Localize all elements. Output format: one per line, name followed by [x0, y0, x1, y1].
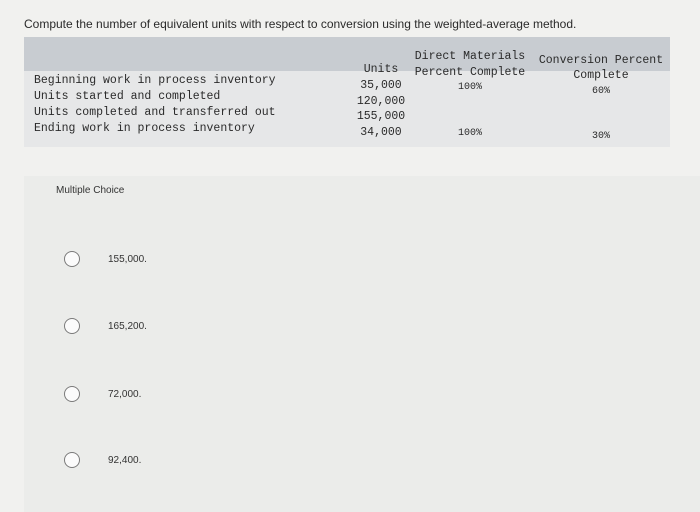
row-label-beginning-wip: Beginning work in process inventory	[34, 74, 276, 87]
multiple-choice-panel: Multiple Choice 155,000. 165,200. 72,000…	[24, 176, 700, 512]
header-direct-materials-1: Direct Materials	[414, 50, 526, 63]
option-b[interactable]: 165,200.	[64, 314, 147, 338]
header-conversion-1: Conversion Percent	[538, 54, 664, 67]
units-completed-transferred: 155,000	[356, 110, 406, 123]
dm-beginning-wip: 100%	[457, 82, 482, 93]
units-beginning-wip: 35,000	[360, 79, 402, 92]
radio-button-b[interactable]	[64, 318, 80, 334]
question-text: Compute the number of equivalent units w…	[24, 17, 577, 31]
option-a-label: 155,000.	[108, 253, 147, 265]
row-label-completed-transferred: Units completed and transferred out	[34, 106, 276, 119]
option-a[interactable]: 155,000.	[64, 247, 147, 271]
multiple-choice-title: Multiple Choice	[56, 185, 125, 196]
radio-button-a[interactable]	[64, 251, 80, 267]
option-c-label: 72,000.	[108, 388, 142, 400]
row-label-ending-wip: Ending work in process inventory	[34, 122, 255, 135]
cp-beginning-wip: 60%	[591, 86, 610, 97]
option-d[interactable]: 92,400.	[64, 448, 141, 472]
option-d-label: 92,400.	[108, 454, 142, 466]
units-started-completed: 120,000	[356, 95, 406, 108]
cp-ending-wip: 30%	[591, 131, 610, 142]
header-units: Units	[363, 63, 399, 76]
dm-ending-wip: 100%	[457, 128, 482, 139]
radio-button-c[interactable]	[64, 386, 80, 402]
data-table: Units Direct Materials Percent Complete …	[24, 37, 670, 147]
row-label-started-completed: Units started and completed	[34, 90, 221, 103]
option-b-label: 165,200.	[108, 320, 147, 332]
header-conversion-2: Complete	[573, 69, 629, 82]
header-direct-materials-2: Percent Complete	[414, 66, 526, 79]
radio-button-d[interactable]	[64, 452, 80, 468]
table-header-band	[24, 37, 670, 71]
option-c[interactable]: 72,000.	[64, 382, 141, 406]
units-ending-wip: 34,000	[360, 126, 402, 139]
